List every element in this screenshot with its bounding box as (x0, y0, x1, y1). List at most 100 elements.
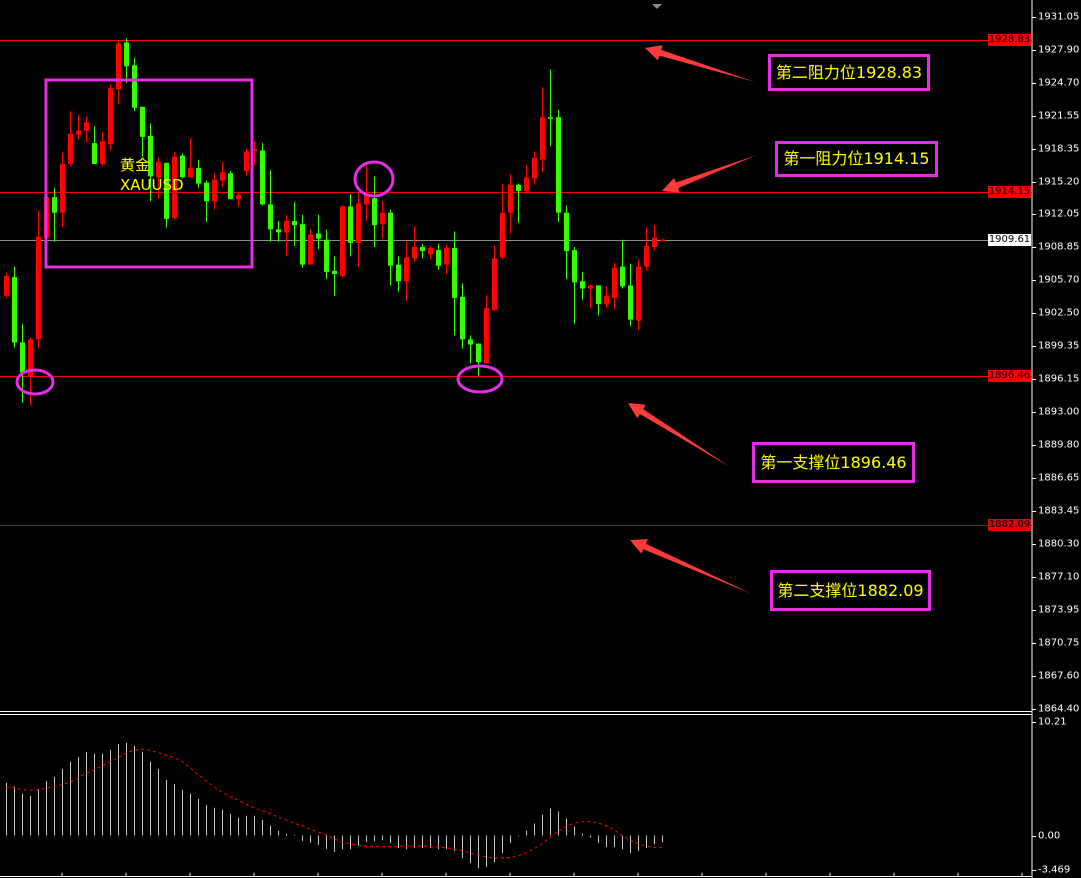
candle-bullish (244, 151, 249, 172)
candle-bearish (20, 342, 25, 373)
candle-bullish (636, 266, 641, 321)
candle-bullish (76, 130, 81, 135)
candle-bearish (372, 198, 377, 226)
candle-bearish (332, 270, 337, 274)
candle-bullish (540, 117, 545, 160)
candle-bearish (628, 285, 633, 320)
macd-tick-label: -3.469 (1038, 864, 1071, 876)
candle-bearish (452, 248, 457, 298)
candle-bearish (580, 281, 585, 289)
candle-bullish (308, 234, 313, 265)
candle-bullish (588, 285, 593, 289)
candle-bullish (604, 295, 609, 305)
candle-bullish (68, 133, 73, 164)
candle-bearish (316, 233, 321, 239)
candle-bullish (524, 177, 529, 191)
level-price-tag: 1882.09 (988, 519, 1031, 532)
price-tick-label: 1883.45 (1038, 505, 1080, 517)
macd-tick-label: 0.00 (1038, 830, 1061, 841)
candle-bullish (284, 221, 289, 233)
candle-bullish (356, 203, 361, 243)
symbol-name-cn: 黄金 (120, 156, 151, 174)
candle-bullish (380, 212, 385, 225)
candle-bearish (348, 206, 353, 243)
price-tick-label: 1889.80 (1038, 439, 1080, 451)
candle-bullish (484, 308, 489, 364)
price-tick-label: 1867.60 (1038, 670, 1080, 682)
candle-bullish (340, 206, 345, 277)
candle-bullish (644, 245, 649, 267)
level-price-tag: 1914.15 (988, 186, 1031, 199)
candle-bullish (236, 195, 241, 200)
candle-bullish (364, 195, 369, 205)
candle-bearish (164, 162, 169, 219)
candle-bearish (324, 239, 329, 272)
candle-bearish (388, 212, 393, 266)
price-tick-label: 1915.20 (1038, 176, 1080, 188)
price-tick-label: 1896.15 (1038, 373, 1080, 385)
price-tick-label: 1905.70 (1038, 274, 1080, 286)
highlight-circle (353, 160, 395, 198)
candle-bearish (476, 343, 481, 363)
symbol-code: XAUUSD (120, 176, 184, 194)
candle-bullish (172, 156, 177, 218)
price-tick-label: 1927.90 (1038, 44, 1080, 56)
candle-bearish (548, 117, 553, 119)
arrow-icon (628, 403, 730, 467)
candle-bullish (508, 184, 513, 213)
price-tick-label: 1931.05 (1038, 11, 1080, 23)
price-tick-label: 1899.35 (1038, 340, 1080, 352)
candle-bearish (92, 143, 97, 164)
annotation-support-2: 第二支撑位1882.09 (770, 570, 931, 611)
candle-bearish (204, 182, 209, 202)
candle-bullish (212, 179, 217, 202)
candle-bearish (396, 264, 401, 282)
candle-bullish (220, 172, 225, 181)
price-tick-label: 1912.05 (1038, 208, 1080, 220)
candle-bearish (276, 229, 281, 233)
price-tick-label: 1921.55 (1038, 110, 1080, 122)
candle-bearish (436, 250, 441, 266)
candle-bullish (84, 122, 89, 131)
candle-bearish (620, 266, 625, 287)
candle-bearish (180, 155, 185, 178)
arrow-icon (662, 155, 757, 193)
candle-bearish (124, 42, 129, 67)
candle-bullish (428, 248, 433, 255)
candle-bearish (196, 168, 201, 184)
candle-bearish (228, 173, 233, 200)
arrow-icon (645, 45, 755, 82)
candle-bullish (412, 246, 417, 259)
price-tick-label: 1880.30 (1038, 538, 1080, 550)
price-tick-label: 1918.35 (1038, 143, 1080, 155)
price-tick-label: 1908.85 (1038, 241, 1080, 253)
candle-bullish (36, 236, 41, 340)
candle-bearish (12, 277, 17, 343)
highlight-circle (456, 364, 504, 394)
annotation-resistance-2: 第二阻力位1928.83 (768, 54, 930, 91)
price-tick-label: 1902.50 (1038, 307, 1080, 319)
price-tick-label: 1870.75 (1038, 637, 1080, 649)
candle-bearish (132, 65, 137, 108)
highlight-box (44, 78, 254, 269)
candle-bullish (444, 248, 449, 265)
candle-bearish (300, 224, 305, 265)
candle-bearish (140, 106, 145, 137)
highlight-circle (15, 368, 55, 396)
candle-bullish (108, 88, 113, 145)
candle-bullish (660, 239, 665, 242)
chart-shift-marker-icon (652, 4, 662, 9)
candle-bearish (148, 135, 153, 177)
candle-bullish (252, 149, 257, 151)
candle-bullish (532, 157, 537, 179)
candle-bearish (564, 212, 569, 252)
candle-bullish (404, 257, 409, 282)
candle-bearish (468, 339, 473, 345)
candle-bearish (596, 285, 601, 305)
arrow-icon (630, 539, 752, 594)
candle-bearish (556, 117, 561, 213)
candle-bullish (188, 168, 193, 178)
candle-bullish (4, 276, 9, 296)
candle-bearish (460, 296, 465, 340)
current-price-tag: 1909.61 (988, 233, 1031, 246)
